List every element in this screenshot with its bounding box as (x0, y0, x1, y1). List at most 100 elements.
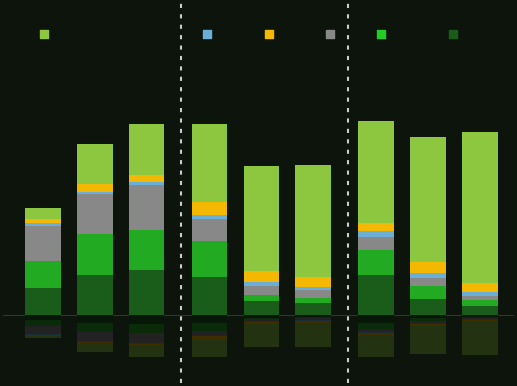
Bar (129, 315, 164, 324)
Bar (410, 324, 446, 326)
Bar (295, 286, 331, 290)
Bar (462, 300, 497, 306)
Bar (410, 323, 446, 324)
Bar (244, 282, 279, 286)
Bar (129, 175, 164, 182)
Bar (192, 124, 227, 202)
Bar (77, 194, 113, 234)
Bar (25, 288, 61, 315)
Bar (358, 274, 394, 315)
Bar (77, 342, 113, 344)
Bar (358, 250, 394, 274)
Bar (295, 290, 331, 298)
Bar (77, 192, 113, 194)
Bar (129, 343, 164, 344)
Bar (192, 323, 227, 331)
Bar (244, 324, 279, 347)
Bar (410, 299, 446, 315)
Bar (129, 324, 164, 333)
Bar (77, 274, 113, 315)
Bar (77, 332, 113, 341)
Bar (295, 320, 331, 321)
Bar (462, 292, 497, 296)
Bar (410, 278, 446, 286)
Point (203, 31, 211, 37)
Bar (77, 144, 113, 184)
Bar (129, 185, 164, 230)
Bar (25, 336, 61, 338)
Bar (25, 261, 61, 288)
Bar (295, 321, 331, 323)
Bar (192, 202, 227, 215)
Bar (192, 241, 227, 277)
Bar (244, 321, 279, 322)
Point (265, 31, 273, 37)
Bar (25, 223, 61, 225)
Bar (25, 327, 61, 334)
Bar (462, 319, 497, 320)
Bar (192, 315, 227, 323)
Bar (25, 208, 61, 219)
Bar (25, 335, 61, 336)
Point (40, 31, 48, 37)
Bar (295, 323, 331, 347)
Bar (244, 271, 279, 282)
Bar (192, 337, 227, 339)
Bar (358, 121, 394, 223)
Bar (462, 322, 497, 355)
Bar (462, 283, 497, 292)
Bar (25, 219, 61, 223)
Bar (358, 329, 394, 332)
Bar (410, 137, 446, 262)
Bar (192, 339, 227, 357)
Bar (462, 306, 497, 315)
Bar (410, 318, 446, 321)
Bar (77, 315, 113, 323)
Bar (192, 219, 227, 241)
Bar (358, 323, 394, 329)
Bar (410, 262, 446, 273)
Bar (129, 230, 164, 270)
Bar (358, 315, 394, 323)
Bar (462, 315, 497, 317)
Bar (244, 301, 279, 315)
Bar (129, 124, 164, 175)
Bar (129, 345, 164, 357)
Bar (129, 333, 164, 343)
Bar (462, 296, 497, 300)
Point (377, 31, 385, 37)
Bar (25, 320, 61, 327)
Bar (410, 273, 446, 278)
Bar (462, 317, 497, 318)
Bar (358, 231, 394, 237)
Bar (244, 319, 279, 321)
Bar (295, 277, 331, 286)
Bar (77, 344, 113, 352)
Point (449, 31, 457, 37)
Bar (358, 335, 394, 357)
Bar (25, 315, 61, 320)
Bar (129, 270, 164, 315)
Bar (77, 323, 113, 332)
Bar (25, 334, 61, 335)
Point (326, 31, 334, 37)
Bar (244, 295, 279, 301)
Bar (358, 223, 394, 231)
Bar (462, 320, 497, 322)
Bar (410, 286, 446, 299)
Bar (410, 315, 446, 318)
Bar (244, 166, 279, 271)
Bar (192, 277, 227, 315)
Bar (77, 341, 113, 342)
Bar (295, 165, 331, 277)
Bar (25, 225, 61, 261)
Bar (295, 318, 331, 320)
Bar (462, 132, 497, 283)
Bar (358, 237, 394, 250)
Bar (129, 182, 164, 185)
Bar (244, 286, 279, 295)
Bar (358, 332, 394, 333)
Bar (295, 303, 331, 315)
Bar (295, 315, 331, 317)
Bar (244, 318, 279, 319)
